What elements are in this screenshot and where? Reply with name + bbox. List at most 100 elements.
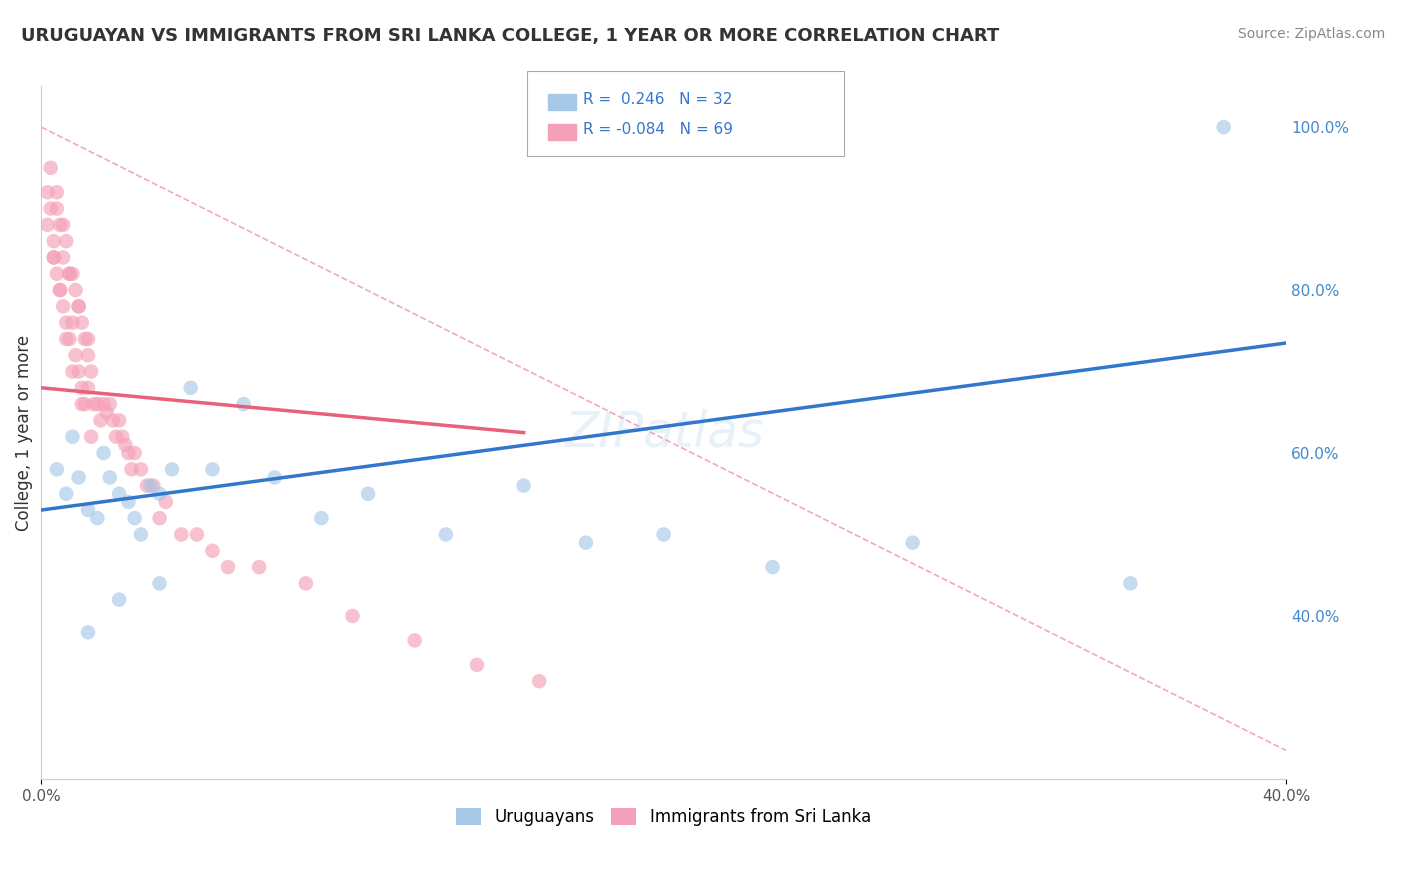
Point: [80, 430, 103, 444]
Point: [247, 560, 270, 574]
Point: [58, 267, 80, 281]
Point: [93, 397, 115, 411]
Point: [37, 218, 59, 232]
Point: [77, 348, 100, 362]
Point: [67, 470, 90, 484]
Point: [83, 397, 105, 411]
Point: [77, 625, 100, 640]
Point: [111, 430, 134, 444]
Point: [108, 592, 131, 607]
Point: [67, 365, 90, 379]
Point: [186, 527, 208, 541]
Point: [263, 470, 285, 484]
Point: [232, 397, 254, 411]
Point: [180, 381, 202, 395]
Text: R = -0.084   N = 69: R = -0.084 N = 69: [583, 122, 734, 136]
Point: [148, 511, 170, 525]
Point: [148, 487, 170, 501]
Point: [58, 332, 80, 346]
Point: [55, 332, 77, 346]
Point: [93, 446, 115, 460]
Legend: Uruguayans, Immigrants from Sri Lanka: Uruguayans, Immigrants from Sri Lanka: [450, 801, 877, 833]
Point: [139, 478, 162, 492]
Point: [217, 560, 239, 574]
Point: [65, 283, 87, 297]
Text: ZIPatlas: ZIPatlas: [564, 409, 763, 457]
Point: [89, 413, 111, 427]
Text: URUGUAYAN VS IMMIGRANTS FROM SRI LANKA COLLEGE, 1 YEAR OR MORE CORRELATION CHART: URUGUAYAN VS IMMIGRANTS FROM SRI LANKA C…: [21, 27, 1000, 45]
Point: [52, 299, 75, 313]
Point: [55, 316, 77, 330]
Point: [70, 397, 93, 411]
Point: [62, 430, 84, 444]
Point: [160, 462, 183, 476]
Point: [129, 527, 152, 541]
Point: [45, 202, 67, 216]
Point: [55, 487, 77, 501]
Point: [39, 161, 62, 175]
Point: [404, 633, 426, 648]
Point: [37, 186, 59, 200]
Point: [98, 397, 121, 411]
Point: [42, 234, 65, 248]
Point: [86, 511, 108, 525]
Point: [101, 413, 124, 427]
Point: [124, 511, 146, 525]
Point: [121, 462, 143, 476]
Point: [201, 462, 224, 476]
Point: [311, 511, 333, 525]
Point: [1119, 576, 1142, 591]
Point: [652, 527, 675, 541]
Point: [73, 397, 96, 411]
Point: [70, 316, 93, 330]
Point: [114, 438, 136, 452]
Point: [45, 186, 67, 200]
Point: [465, 657, 488, 672]
Point: [49, 218, 72, 232]
Point: [170, 527, 193, 541]
Point: [136, 478, 159, 492]
Y-axis label: College, 1 year or more: College, 1 year or more: [15, 334, 32, 531]
Point: [67, 299, 90, 313]
Point: [357, 487, 380, 501]
Point: [295, 576, 318, 591]
Point: [45, 462, 67, 476]
Point: [901, 535, 924, 549]
Point: [55, 234, 77, 248]
Text: Source: ZipAtlas.com: Source: ZipAtlas.com: [1237, 27, 1385, 41]
Point: [77, 503, 100, 517]
Point: [77, 381, 100, 395]
Point: [62, 365, 84, 379]
Point: [527, 674, 550, 689]
Point: [62, 267, 84, 281]
Point: [77, 332, 100, 346]
Point: [575, 535, 598, 549]
Point: [148, 576, 170, 591]
Point: [58, 267, 80, 281]
Point: [49, 283, 72, 297]
Point: [62, 316, 84, 330]
Point: [42, 251, 65, 265]
Point: [142, 478, 165, 492]
Text: R =  0.246   N = 32: R = 0.246 N = 32: [583, 92, 733, 106]
Point: [761, 560, 783, 574]
Point: [342, 609, 364, 624]
Point: [108, 413, 131, 427]
Point: [105, 430, 128, 444]
Point: [98, 470, 121, 484]
Point: [96, 405, 118, 419]
Point: [86, 397, 108, 411]
Point: [124, 446, 146, 460]
Point: [129, 462, 152, 476]
Point: [49, 283, 72, 297]
Point: [434, 527, 457, 541]
Point: [512, 478, 534, 492]
Point: [80, 365, 103, 379]
Point: [52, 251, 75, 265]
Point: [1212, 120, 1234, 134]
Point: [39, 202, 62, 216]
Point: [42, 251, 65, 265]
Point: [117, 446, 139, 460]
Point: [201, 543, 224, 558]
Point: [45, 267, 67, 281]
